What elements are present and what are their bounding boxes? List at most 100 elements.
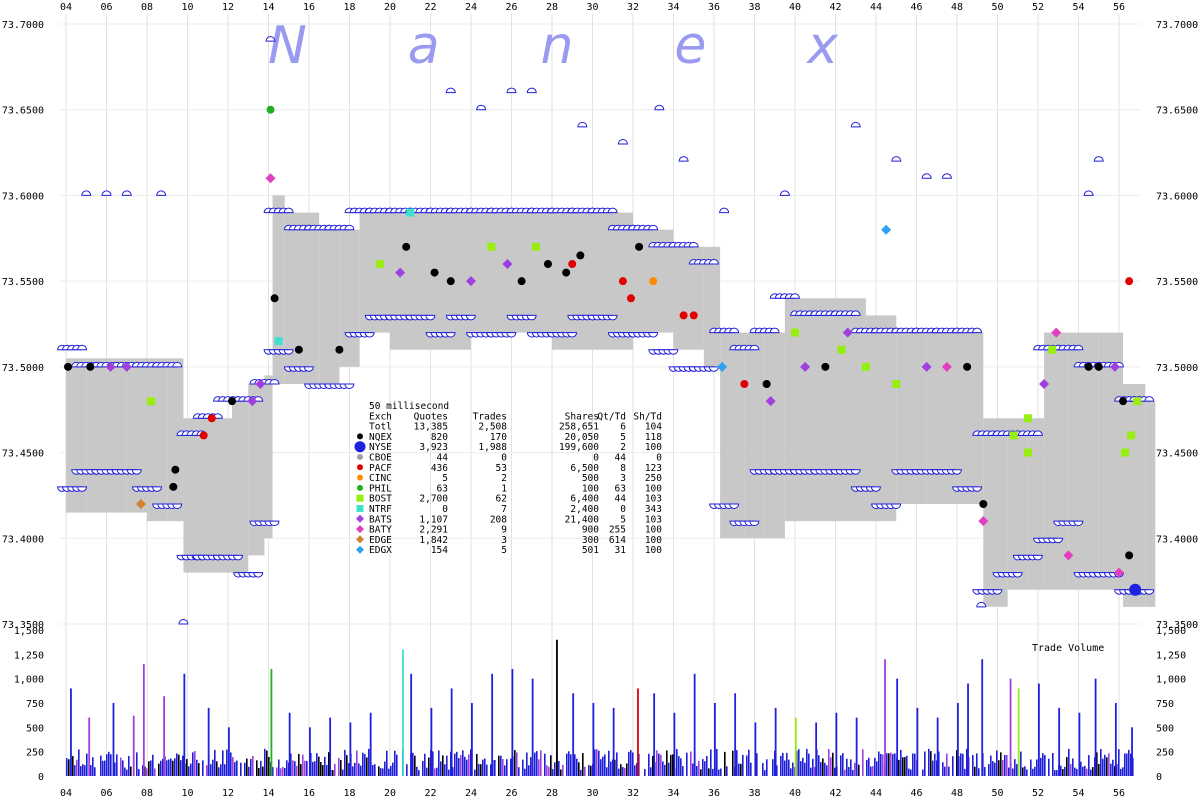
trade-marker-baty (1063, 550, 1074, 561)
volume-bar (471, 703, 473, 776)
volume-bar (456, 751, 458, 776)
price-band-segment (264, 375, 273, 539)
volume-bar (704, 761, 706, 776)
volume-bar (316, 753, 318, 776)
price-band-segment (86, 358, 107, 513)
volume-bar (1044, 755, 1046, 776)
volume-bar (442, 755, 444, 776)
volume-bar (1114, 703, 1117, 776)
volume-bar (1056, 770, 1058, 776)
volume-bar (756, 753, 758, 776)
volume-bar (548, 766, 550, 776)
volume-tick-label-right: 1,000 (1156, 675, 1186, 686)
volume-bar (530, 757, 532, 776)
volume-bar (1100, 748, 1102, 776)
volume-bar (432, 751, 434, 776)
volume-bar (582, 753, 584, 776)
volume-bar (928, 748, 930, 776)
volume-bar (942, 762, 944, 776)
volume-bar (896, 678, 899, 776)
volume-bar (672, 754, 674, 776)
bid-quote-marker (1012, 572, 1023, 578)
volume-bar (142, 664, 145, 776)
volume-bar (168, 759, 170, 776)
volume-bar (662, 761, 664, 776)
volume-bar (866, 759, 868, 776)
outlier-quote-marker (526, 87, 537, 94)
price-band-segment (1027, 418, 1045, 590)
volume-bar (528, 765, 530, 776)
legend-cell: NQEX (369, 432, 392, 443)
bid-quote-marker (303, 366, 314, 372)
price-tick-label-left: 73.5000 (2, 363, 44, 374)
ask-quote-marker (344, 224, 355, 231)
trade-marker-bats (765, 396, 776, 407)
volume-bar (314, 761, 316, 776)
legend-cell: 2 (501, 473, 507, 484)
trade-marker-bats (255, 379, 266, 389)
legend-cell: 21,400 (565, 514, 600, 525)
volume-bar (736, 750, 738, 776)
volume-bar (886, 753, 888, 776)
volume-bar (908, 768, 910, 776)
volume-bar (344, 749, 346, 776)
x-tick-label: 20 (384, 788, 396, 799)
volume-bar (762, 763, 764, 776)
legend-marker (357, 474, 363, 481)
price-band-segment (106, 358, 127, 513)
legend-cell: 63 (437, 483, 448, 494)
x-tick-label: 56 (1113, 2, 1125, 13)
volume-bar (916, 707, 919, 776)
volume-bar (438, 750, 440, 776)
volume-tick-label-left: 1,500 (14, 626, 44, 637)
volume-bar (878, 751, 880, 776)
volume-bar (820, 762, 822, 776)
legend-cell: CINC (369, 473, 392, 484)
legend-cell: 1,107 (419, 514, 448, 525)
volume-bar (598, 750, 600, 776)
volume-bar (686, 752, 688, 776)
volume-bar (644, 769, 646, 776)
volume-bar (116, 754, 118, 776)
volume-bar (724, 751, 726, 776)
volume-bar (673, 712, 676, 776)
x-tick-label: 18 (343, 2, 355, 13)
x-tick-label: 40 (789, 2, 801, 13)
volume-bar (1004, 754, 1006, 776)
outlier-quote-marker (156, 190, 167, 196)
ask-quote-marker (850, 310, 861, 316)
volume-bar (658, 753, 660, 776)
volume-bar (392, 762, 394, 776)
volume-bar (366, 757, 368, 776)
volume-bar (1131, 727, 1133, 776)
volume-bar (448, 769, 450, 776)
x-tick-label: 48 (951, 2, 963, 13)
price-band-segment (197, 418, 218, 573)
trade-marker-bost (861, 362, 870, 371)
volume-bar (594, 749, 596, 776)
volume-bar (428, 757, 430, 776)
volume-bar (608, 750, 610, 776)
legend-marker (357, 484, 363, 491)
trade-marker-nqex (402, 242, 411, 251)
volume-bar (531, 678, 534, 776)
legend-cell: 255 (609, 525, 626, 536)
volume-bar (802, 757, 804, 776)
trade-marker-bats (1039, 379, 1050, 389)
bid-quote-marker (283, 349, 294, 355)
volume-bar (566, 753, 568, 776)
price-band-segment (1098, 332, 1124, 590)
trade-marker-nqex (963, 362, 972, 371)
volume-bar (890, 752, 892, 776)
legend-cell: 154 (431, 545, 448, 556)
legend-cell: 0 (442, 504, 448, 515)
volume-tick-label-left: 750 (26, 699, 44, 710)
volume-bar (584, 766, 586, 776)
volume-bar (188, 766, 190, 776)
legend-cell: 100 (645, 545, 662, 556)
volume-bar (835, 712, 838, 776)
legend-column-header: Sh/Td (633, 411, 662, 422)
volume-bar (450, 688, 453, 776)
bid-quote-marker (648, 332, 659, 338)
